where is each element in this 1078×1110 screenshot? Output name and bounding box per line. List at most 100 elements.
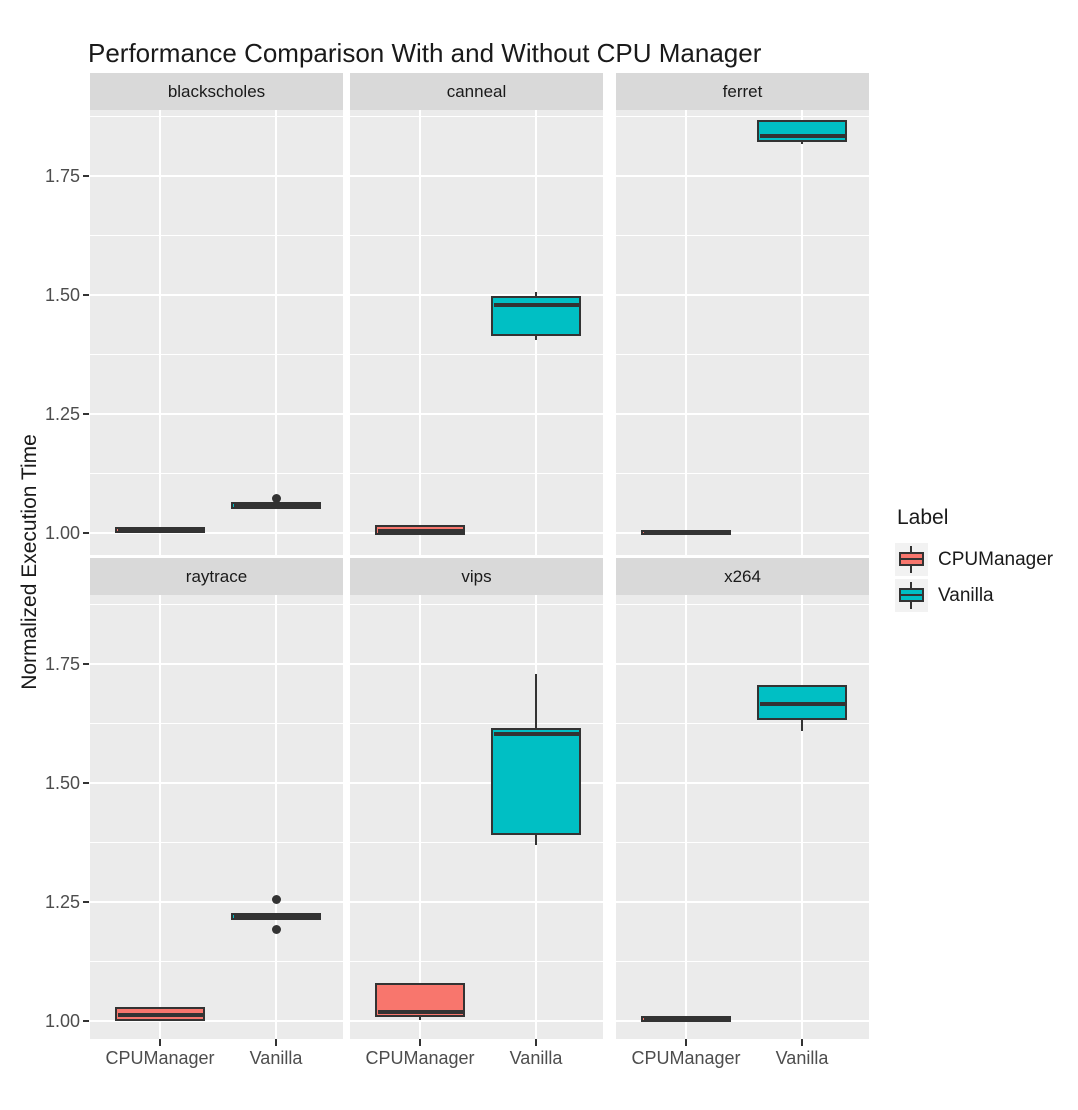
gridline-minor [90,842,343,843]
boxplot-whisker-upper [535,674,537,731]
y-tick-label: 1.25 [44,404,80,424]
x-tick-label: Vanilla [509,1048,563,1068]
gridline-minor [90,235,343,236]
gridline-major [90,294,343,296]
x-axis-tick [535,1039,537,1046]
facet-strip-blackscholes: blackscholes [90,73,343,110]
gridline-major [350,901,603,903]
boxplot-median [233,914,319,919]
gridline-minor [90,723,343,724]
facet-strip-x264: x264 [616,558,869,595]
boxplot-whisker-upper [535,291,537,299]
gridline-major [90,901,343,903]
gridline-vertical-major [275,110,277,555]
gridline-minor [350,116,603,117]
boxplot-whisker-lower [535,333,537,341]
boxplot-median [759,702,845,707]
outlier-point [271,894,281,904]
y-tick-label: 1.50 [44,773,80,793]
gridline-minor [350,354,603,355]
facet-strip-ferret: ferret [616,73,869,110]
gridline-minor [616,235,869,236]
facet-panel-x264 [616,595,869,1039]
facet-panel-blackscholes [90,110,343,555]
gridline-major [616,175,869,177]
y-axis-tick [83,663,89,665]
boxplot-median [377,528,463,533]
gridline-minor [90,473,343,474]
gridline-minor [350,961,603,962]
gridline-major [350,1020,603,1022]
boxplot-median [493,732,579,737]
key-median-icon [900,594,923,596]
y-tick-label: 1.75 [44,654,80,674]
facet-panel-raytrace [90,595,343,1039]
y-axis-tick [83,175,89,177]
gridline-major [90,175,343,177]
boxplot-key-icon [895,579,928,612]
gridline-vertical-major [801,595,803,1039]
y-axis-tick [83,1020,89,1022]
gridline-major [616,1020,869,1022]
boxplot-whisker-lower [535,832,537,845]
y-tick-label: 1.75 [44,166,80,186]
y-axis-title-text: Normalized Execution Time [18,434,41,690]
gridline-vertical-major [685,595,687,1039]
gridline-major [616,413,869,415]
gridline-minor [90,604,343,605]
gridline-major [616,782,869,784]
gridline-vertical-major [419,595,421,1039]
boxplot-box-Vanilla [491,728,581,836]
gridline-minor [616,473,869,474]
boxplot-median [493,303,579,308]
x-tick-label: Vanilla [249,1048,303,1068]
chart-title: Performance Comparison With and Without … [88,38,762,68]
gridline-minor [350,723,603,724]
gridline-major [616,901,869,903]
facet-strip-canneal: canneal [350,73,603,110]
gridline-minor [616,604,869,605]
gridline-vertical-major [419,110,421,555]
gridline-major [90,532,343,534]
boxplot-box-Vanilla [757,120,847,143]
gridline-major [350,294,603,296]
y-axis-tick [83,532,89,534]
gridline-vertical-major [159,110,161,555]
boxplot-median [117,528,203,533]
legend-item-label: Vanilla [938,584,994,606]
gridline-vertical-major [685,110,687,555]
gridline-major [90,1020,343,1022]
y-tick-label: 1.50 [44,285,80,305]
outlier-point [271,924,281,934]
outlier-point [271,493,281,503]
y-tick-label: 1.25 [44,892,80,912]
gridline-major [616,294,869,296]
boxplot-box-Vanilla [491,296,581,336]
gridline-minor [350,473,603,474]
y-axis-tick [83,294,89,296]
facet-strip-raytrace: raytrace [90,558,343,595]
x-axis-tick [801,1039,803,1046]
legend-item: CPUManager [895,543,1053,576]
gridline-major [350,663,603,665]
boxplot-median [643,530,729,535]
gridline-minor [350,235,603,236]
gridline-major [616,663,869,665]
facet-panel-canneal [350,110,603,555]
boxplot-median [643,1016,729,1021]
gridline-major [616,532,869,534]
facet-strip-vips: vips [350,558,603,595]
y-axis-tick [83,782,89,784]
gridline-minor [616,116,869,117]
x-axis-tick [275,1039,277,1046]
gridline-major [350,782,603,784]
legend-title: Label [897,506,949,529]
gridline-major [90,782,343,784]
gridline-minor [90,116,343,117]
boxplot-median [759,134,845,139]
gridline-vertical-major [801,110,803,555]
x-axis-tick [419,1039,421,1046]
facet-panel-vips [350,595,603,1039]
legend: Label CPUManager Vanilla [895,506,1053,615]
